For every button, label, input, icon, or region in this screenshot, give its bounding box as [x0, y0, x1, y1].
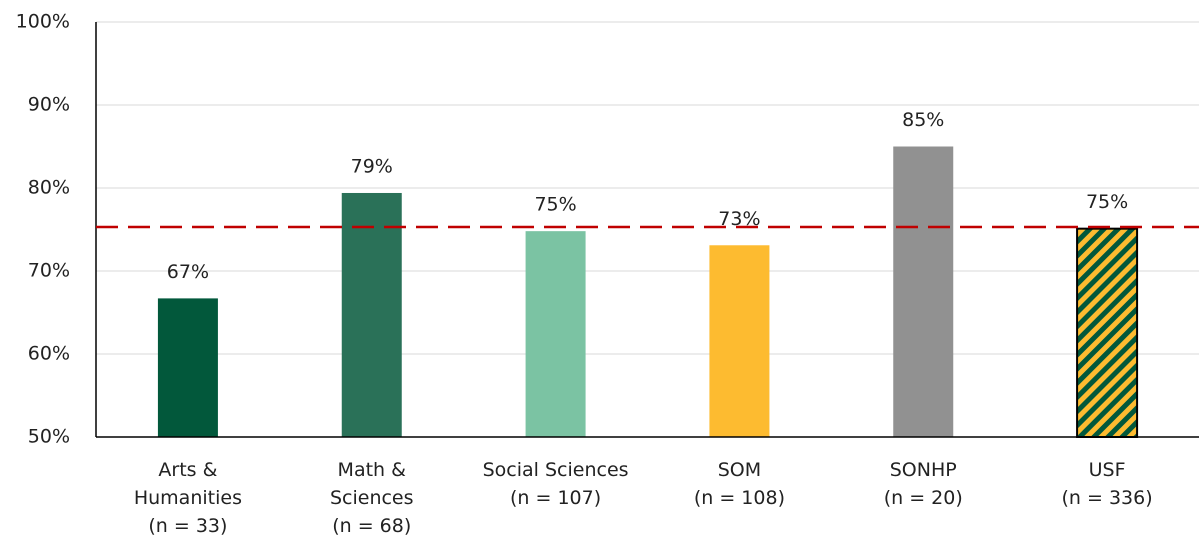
y-tick-label: 50% — [28, 426, 70, 448]
data-label: 73% — [718, 208, 760, 230]
x-tick-label: Arts & Humanities (n = 33) — [134, 459, 242, 537]
bar — [1076, 227, 1139, 438]
y-tick-label: 100% — [16, 11, 70, 33]
data-label: 75% — [534, 194, 576, 216]
x-tick-label: USF (n = 336) — [1062, 459, 1153, 509]
x-tick-label: SOM (n = 108) — [694, 459, 785, 509]
y-tick-label: 80% — [28, 177, 70, 199]
bar — [157, 298, 218, 437]
bar — [341, 192, 402, 437]
bar — [525, 231, 586, 437]
x-tick-label: SONHP (n = 20) — [884, 459, 963, 509]
bar — [893, 146, 954, 437]
data-label: 75% — [1086, 191, 1128, 213]
x-tick-label: Social Sciences (n = 107) — [483, 459, 629, 509]
data-label: 85% — [902, 109, 944, 131]
data-label: 67% — [167, 261, 209, 283]
bar — [709, 245, 770, 437]
y-tick-label: 70% — [28, 260, 70, 282]
x-tick-label: Math & Sciences (n = 68) — [330, 459, 414, 537]
data-label: 79% — [351, 155, 393, 177]
y-tick-label: 90% — [28, 94, 70, 116]
y-tick-label: 60% — [28, 343, 70, 365]
